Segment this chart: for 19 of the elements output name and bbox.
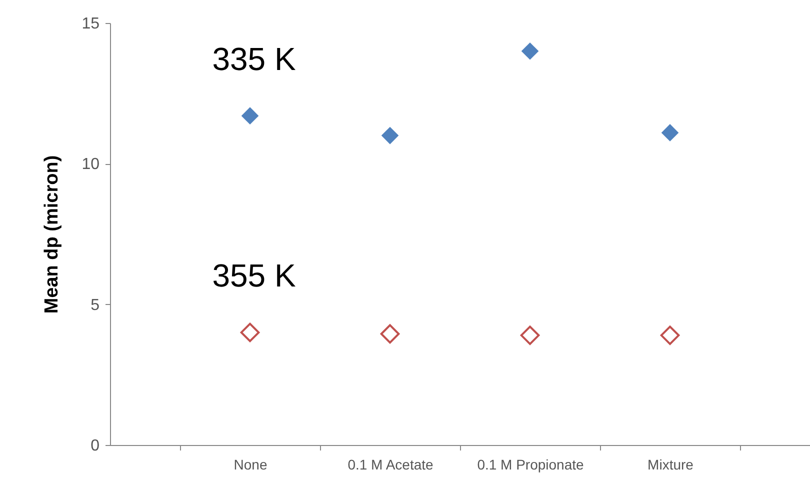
- y-tick-label: 5: [90, 296, 100, 314]
- y-tick-label: 15: [82, 16, 100, 32]
- y-tick-label: 0: [90, 438, 100, 454]
- y-axis-title: Mean dp (micron): [42, 155, 63, 314]
- point: [381, 126, 399, 144]
- x-tick-label: 0.1 M Propionate: [477, 456, 584, 472]
- x-tick-label: 0.1 M Acetate: [348, 456, 434, 472]
- point: [660, 326, 680, 345]
- point: [521, 42, 539, 60]
- x-tick-label: Mixture: [648, 456, 694, 472]
- point: [520, 326, 540, 345]
- point: [661, 124, 679, 142]
- y-tick-label: 10: [82, 156, 100, 174]
- x-tick-label: None: [234, 456, 268, 472]
- series-label: 355 K: [212, 257, 296, 294]
- point: [241, 107, 259, 124]
- point: [380, 324, 400, 344]
- point: [240, 322, 260, 342]
- series-label: 335 K: [212, 40, 296, 77]
